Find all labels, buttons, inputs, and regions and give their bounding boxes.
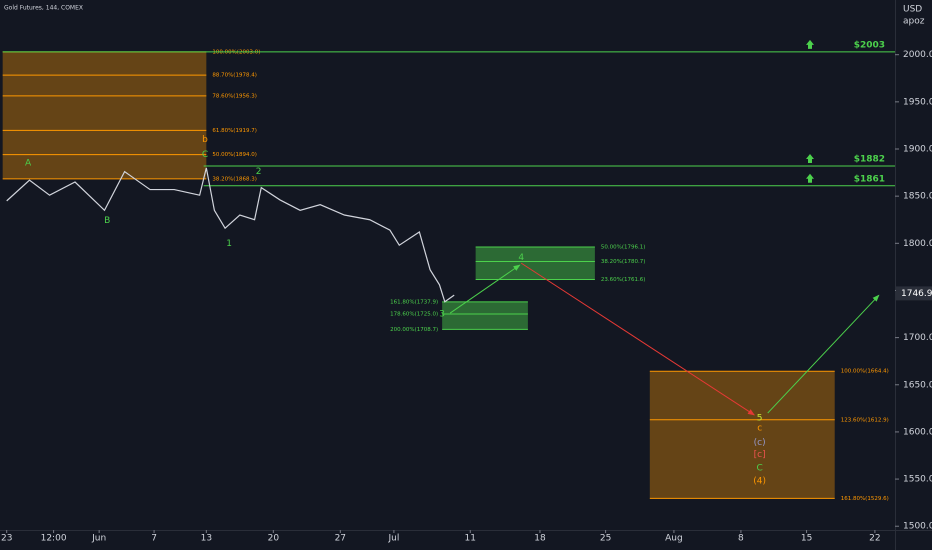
x-tick-label: 7: [151, 534, 157, 544]
level-label: $1882: [854, 154, 885, 164]
x-tick-label: 18: [534, 534, 546, 544]
fib-box: [475, 246, 595, 280]
fib-box: [649, 371, 835, 499]
wave-label: 3: [439, 310, 445, 320]
level-icon: [806, 39, 814, 49]
fib-level-label: 50.00%(1894.0): [212, 152, 257, 158]
fib-level-label: 61.80%(1919.7): [212, 128, 257, 134]
wave-label: (4): [753, 476, 766, 486]
last-price-box: [896, 286, 932, 301]
x-tick-label: 23: [1, 534, 12, 544]
wave-label: A: [25, 159, 32, 169]
fib-level-label: 161.80%(1529.6): [841, 496, 889, 502]
wave-label: C: [757, 463, 763, 473]
fib-level-label: 50.00%(1796.1): [601, 244, 646, 250]
x-tick-label: 11: [465, 534, 476, 544]
y-tick-label: 1950.0: [903, 97, 932, 107]
wave-label: b: [202, 135, 208, 145]
level-icon: [806, 173, 814, 183]
x-tick-label: 25: [600, 534, 611, 544]
fib-level-label: 123.60%(1612.9): [841, 417, 889, 423]
x-tick-label: Jul: [387, 534, 399, 544]
fib-box: [2, 51, 207, 179]
y-tick-label: 1850.0: [903, 192, 932, 202]
last-price-label: 1746.9: [901, 289, 932, 299]
chart-title: Gold Futures, 144, COMEX: [4, 5, 83, 12]
projection-arrow: [767, 294, 880, 414]
y-tick-label: 1550.0: [903, 475, 932, 485]
unit-label: apoz: [903, 17, 925, 27]
wave-label: c: [757, 424, 762, 434]
fib-level-label: 178.60%(1725.0): [390, 312, 438, 318]
fib-level-label: 200.00%(1708.7): [390, 327, 438, 333]
fib-level-label: 38.20%(1780.7): [601, 259, 646, 265]
x-tick-label: 22: [869, 534, 880, 544]
x-tick-label: 27: [335, 534, 346, 544]
wave-label: (c): [754, 438, 766, 448]
projection-arrow: [520, 262, 755, 416]
y-tick-label: 1700.0: [903, 333, 932, 343]
y-tick-label: 1800.0: [903, 239, 932, 249]
wave-label: 4: [518, 253, 524, 263]
level-label: $1861: [854, 174, 885, 184]
fib-level-label: 38.20%(1868.3): [212, 176, 257, 182]
y-tick-label: 1600.0: [903, 427, 932, 437]
price-line: [6, 167, 455, 303]
fib-level-label: 88.70%(1978.4): [212, 73, 257, 79]
x-tick-label: 20: [268, 534, 280, 544]
wave-label: 1: [226, 239, 232, 249]
y-tick-label: 1900.0: [903, 145, 932, 155]
x-tick-label: 13: [201, 534, 212, 544]
wave-label: 5: [757, 413, 763, 423]
wave-label: C: [202, 150, 208, 160]
y-tick-label: 1650.0: [903, 380, 932, 390]
fib-level-label: 100.00%(1664.4): [841, 369, 889, 375]
fib-level-label: 78.60%(1956.3): [212, 93, 257, 99]
fib-box: [442, 301, 528, 330]
wave-label: [c]: [754, 450, 766, 460]
y-tick-label: 1500.0: [903, 522, 932, 532]
wave-label: B: [104, 216, 110, 226]
projection-arrow: [449, 264, 521, 314]
currency: USD: [903, 5, 922, 15]
level-icon: [806, 153, 814, 163]
x-tick-label: 12:00: [41, 534, 67, 544]
wave-label: 2: [256, 167, 262, 177]
y-tick-label: 2000.0: [903, 50, 932, 60]
x-tick-label: 8: [738, 534, 744, 544]
x-tick-label: 15: [801, 534, 812, 544]
level-label: $2003: [854, 40, 885, 50]
fib-level-label: 161.80%(1737.9): [390, 299, 438, 305]
fib-level-label: 23.60%(1761.6): [601, 277, 646, 283]
x-tick-label: Aug: [665, 534, 683, 544]
x-tick-label: Jun: [91, 534, 106, 544]
